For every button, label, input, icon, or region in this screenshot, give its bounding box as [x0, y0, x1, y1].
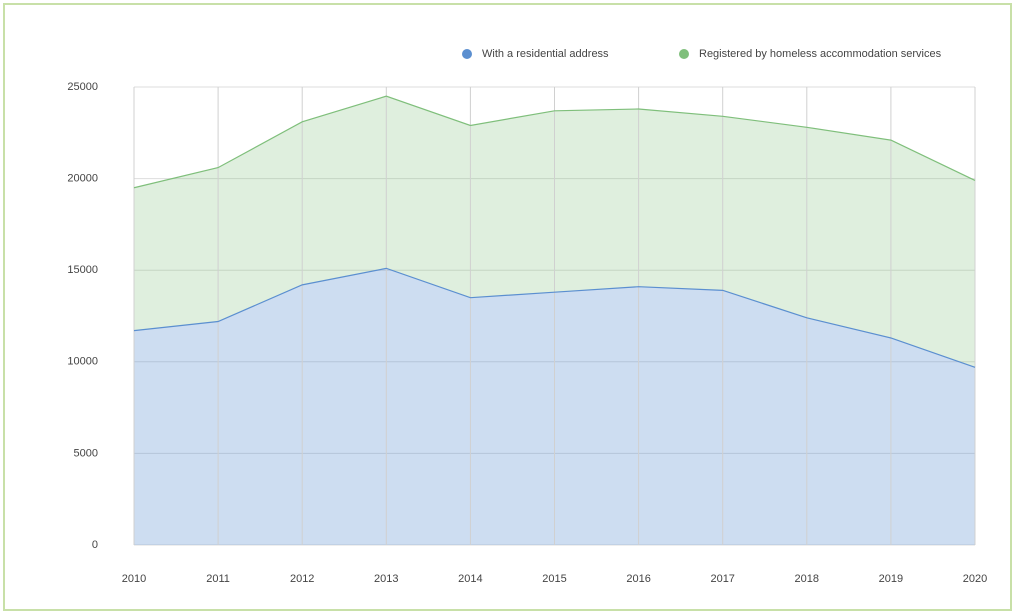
x-tick-label: 2020 — [963, 573, 987, 585]
legend-label: Registered by homeless accommodation ser… — [699, 48, 942, 60]
y-tick-label: 20000 — [67, 173, 98, 185]
y-tick-label: 0 — [92, 539, 98, 551]
legend-label: With a residential address — [482, 48, 609, 60]
x-tick-label: 2019 — [879, 573, 903, 585]
area-line — [133, 267, 976, 368]
y-tick-label: 10000 — [67, 356, 98, 368]
x-tick-label: 2010 — [122, 573, 146, 585]
legend-marker — [679, 49, 689, 59]
x-tick-label: 2014 — [458, 573, 482, 585]
y-tick-label: 15000 — [67, 264, 98, 276]
y-tick-label: 25000 — [67, 81, 98, 93]
x-tick-label: 2015 — [542, 573, 566, 585]
x-tick-label: 2016 — [626, 573, 650, 585]
x-tick-label: 2018 — [795, 573, 819, 585]
x-tick-label: 2017 — [710, 573, 734, 585]
y-tick-label: 5000 — [74, 447, 98, 459]
frame — [3, 3, 1012, 611]
x-tick-label: 2012 — [290, 573, 314, 585]
legend-marker — [462, 49, 472, 59]
x-tick-label: 2013 — [374, 573, 398, 585]
x-tick-label: 2011 — [206, 573, 230, 585]
area-line — [133, 95, 976, 189]
